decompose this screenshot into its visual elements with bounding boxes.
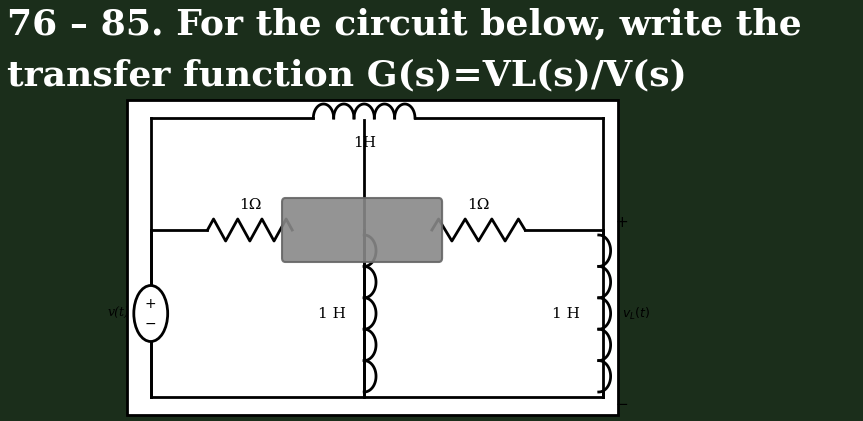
Text: 1Ω: 1Ω — [239, 198, 261, 212]
Text: −: − — [145, 317, 156, 330]
Text: 1 H: 1 H — [318, 306, 345, 320]
FancyBboxPatch shape — [282, 198, 442, 262]
Text: +: + — [145, 296, 156, 311]
Text: 1 H: 1 H — [552, 306, 580, 320]
Text: 1H: 1H — [353, 136, 375, 150]
Bar — [127, 100, 618, 415]
Text: $v_L(t)$: $v_L(t)$ — [622, 306, 651, 322]
Text: 76 – 85. For the circuit below, write the: 76 – 85. For the circuit below, write th… — [7, 8, 802, 42]
Text: 1Ω: 1Ω — [467, 198, 489, 212]
Text: +: + — [615, 215, 628, 230]
Text: transfer function G(s)=VL(s)/V(s): transfer function G(s)=VL(s)/V(s) — [7, 58, 687, 92]
Ellipse shape — [134, 285, 167, 341]
Text: −: − — [615, 397, 628, 412]
Text: v(t): v(t) — [108, 307, 129, 320]
